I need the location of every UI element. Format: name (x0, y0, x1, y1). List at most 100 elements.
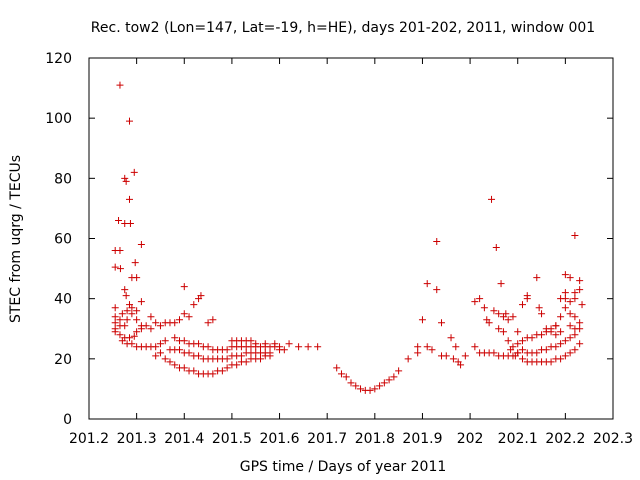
data-point (147, 325, 155, 333)
data-point (176, 316, 184, 324)
data-point (152, 343, 160, 351)
data-point (514, 328, 522, 336)
data-point (195, 352, 203, 360)
data-point (185, 313, 193, 321)
data-point (461, 352, 469, 360)
data-point (557, 340, 565, 348)
y-tick-label: 60 (54, 232, 72, 248)
data-point (295, 343, 303, 351)
y-tick-label: 0 (63, 412, 72, 428)
data-point (180, 337, 188, 345)
data-point (533, 349, 541, 357)
data-point (271, 340, 279, 348)
data-point (171, 334, 179, 342)
x-axis-label: GPS time / Days of year 2011 (240, 459, 447, 475)
data-point (130, 332, 138, 340)
data-point (116, 331, 124, 339)
x-tick-label: 202 (457, 431, 484, 447)
data-point (156, 322, 164, 330)
x-tick-label: 202.2 (545, 431, 585, 447)
data-point (433, 286, 441, 294)
data-point (571, 331, 579, 339)
data-point (480, 304, 488, 312)
data-point (571, 295, 579, 303)
data-point (447, 334, 455, 342)
data-point (380, 379, 388, 387)
data-point (366, 386, 374, 394)
data-point (156, 349, 164, 357)
data-point (161, 337, 169, 345)
data-point (185, 349, 193, 357)
data-point (561, 295, 569, 303)
data-point (571, 325, 579, 333)
data-point (357, 385, 365, 393)
data-point (128, 310, 136, 318)
data-point (571, 289, 579, 297)
axis-ticks: 201.2 201.3 201.4 201.5 201.6 201.7 201.8 201.9… (45, 51, 633, 447)
data-point (115, 216, 123, 224)
data-point (514, 340, 522, 348)
data-point (116, 81, 124, 89)
data-point (131, 259, 139, 267)
data-point (547, 325, 555, 333)
data-point (457, 361, 465, 369)
data-point (552, 331, 560, 339)
data-point (576, 340, 584, 348)
data-point (414, 343, 422, 351)
data-point (223, 346, 231, 354)
data-point (190, 367, 198, 375)
data-point (176, 346, 184, 354)
data-point (180, 310, 188, 318)
data-point (166, 358, 174, 366)
data-point (571, 231, 579, 239)
data-point (233, 361, 241, 369)
data-point (111, 319, 119, 327)
data-point (161, 355, 169, 363)
y-tick-label: 20 (54, 352, 72, 368)
data-point (504, 316, 512, 324)
data-point (204, 343, 212, 351)
data-point (209, 316, 217, 324)
data-point (152, 319, 160, 327)
data-point (495, 325, 503, 333)
data-point (111, 313, 119, 321)
data-point (130, 168, 138, 176)
data-point (566, 298, 574, 306)
data-point (566, 322, 574, 330)
data-point (209, 370, 217, 378)
y-tick-label: 80 (54, 171, 72, 187)
data-point (152, 352, 160, 360)
x-tick-label: 201.5 (212, 431, 252, 447)
data-point (156, 340, 164, 348)
data-point (471, 298, 479, 306)
data-point (571, 313, 579, 321)
data-point (171, 361, 179, 369)
data-point (180, 283, 188, 291)
data-point (552, 343, 560, 351)
data-point (576, 319, 584, 327)
data-point (571, 346, 579, 354)
data-point (218, 367, 226, 375)
data-point (490, 349, 498, 357)
x-tick-label: 201.4 (164, 431, 204, 447)
data-point (578, 301, 586, 309)
data-point (414, 349, 422, 357)
data-point (256, 355, 264, 363)
data-point (133, 316, 141, 324)
data-point (538, 310, 546, 318)
data-point (147, 313, 155, 321)
plot-frame (88, 57, 614, 420)
data-point (514, 349, 522, 357)
data-point (304, 343, 312, 351)
data-point (347, 379, 355, 387)
data-point (337, 370, 345, 378)
data-point (197, 292, 205, 300)
data-point (122, 177, 130, 185)
data-point (237, 352, 245, 360)
data-point (390, 373, 398, 381)
data-point (566, 310, 574, 318)
data-point (566, 334, 574, 342)
x-tick-label: 201.6 (259, 431, 299, 447)
chart-title: Rec. tow2 (Lon=147, Lat=-19, h=HE), days… (91, 20, 595, 36)
data-point (552, 322, 560, 330)
